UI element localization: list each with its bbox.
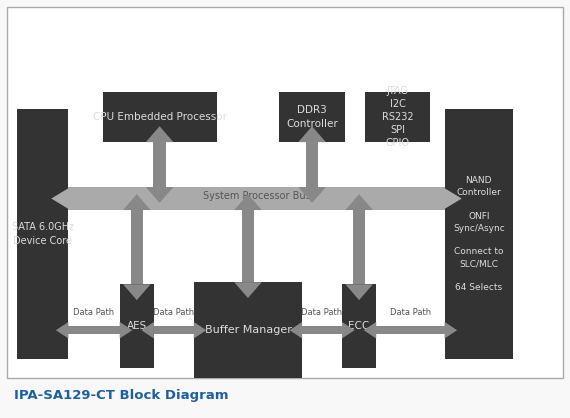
Text: JTAG
I2C
RS232
SPI
GPIO: JTAG I2C RS232 SPI GPIO <box>382 86 413 148</box>
Polygon shape <box>123 194 150 210</box>
Bar <box>302 326 342 334</box>
Polygon shape <box>123 284 150 300</box>
Text: Data Path: Data Path <box>302 308 343 317</box>
Polygon shape <box>342 322 355 339</box>
Text: NAND
Controller

ONFI
Sync/Async

Connect to
SLC/MLC

64 Selects: NAND Controller ONFI Sync/Async Connect … <box>453 176 504 292</box>
Text: DDR3
Controller: DDR3 Controller <box>286 105 338 129</box>
Polygon shape <box>141 322 154 339</box>
Bar <box>154 326 194 334</box>
Polygon shape <box>234 282 262 298</box>
Polygon shape <box>146 187 173 203</box>
Bar <box>131 210 143 284</box>
Bar <box>68 326 120 334</box>
Bar <box>153 142 166 187</box>
Polygon shape <box>120 322 132 339</box>
Bar <box>103 92 217 142</box>
Text: AES: AES <box>127 321 147 331</box>
Polygon shape <box>298 187 326 203</box>
Text: Data Path: Data Path <box>74 308 115 317</box>
Polygon shape <box>290 322 302 339</box>
Bar <box>342 284 376 368</box>
Polygon shape <box>51 188 68 209</box>
Text: CPU Embedded Processor: CPU Embedded Processor <box>92 112 227 122</box>
Polygon shape <box>345 194 373 210</box>
Bar <box>7 7 563 378</box>
Polygon shape <box>445 188 462 209</box>
Bar <box>242 210 254 282</box>
Polygon shape <box>364 322 376 339</box>
Text: ECC: ECC <box>348 321 370 331</box>
Bar <box>376 326 445 334</box>
Text: System Processor Bus: System Processor Bus <box>202 191 311 201</box>
Bar <box>120 284 154 368</box>
Text: Data Path: Data Path <box>153 308 194 317</box>
Polygon shape <box>56 322 68 339</box>
Polygon shape <box>194 322 206 339</box>
Text: IPA-SA129-CT Block Diagram: IPA-SA129-CT Block Diagram <box>14 388 229 402</box>
Bar <box>353 210 365 284</box>
Polygon shape <box>298 126 326 142</box>
Text: SATA 6.0GHz
Device Core: SATA 6.0GHz Device Core <box>12 222 74 246</box>
Bar <box>194 282 302 378</box>
Bar <box>17 109 68 359</box>
Bar <box>445 109 513 359</box>
Text: Buffer Manager: Buffer Manager <box>205 325 291 335</box>
Polygon shape <box>445 322 457 339</box>
Bar <box>365 92 430 142</box>
Polygon shape <box>345 284 373 300</box>
Bar <box>306 142 319 187</box>
Text: Data Path: Data Path <box>390 308 431 317</box>
Polygon shape <box>146 126 173 142</box>
Bar <box>68 187 445 210</box>
Polygon shape <box>234 194 262 210</box>
Bar <box>279 92 345 142</box>
